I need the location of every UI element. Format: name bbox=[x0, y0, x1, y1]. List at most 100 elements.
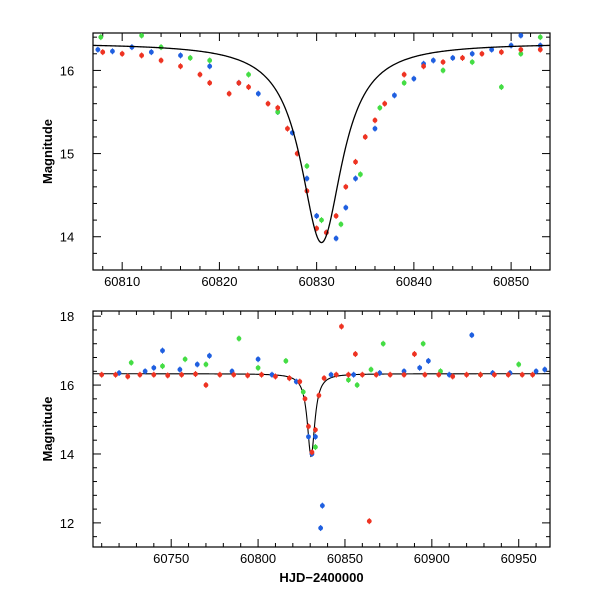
data-point-green bbox=[139, 33, 145, 38]
x-tick-label: 60850 bbox=[493, 274, 529, 289]
data-point-red bbox=[530, 372, 536, 378]
data-point-red bbox=[498, 49, 504, 55]
data-point-blue bbox=[425, 358, 431, 364]
data-area bbox=[93, 33, 550, 244]
y-tick-label: 15 bbox=[60, 147, 74, 162]
data-point-red bbox=[165, 373, 171, 378]
data-point-green bbox=[380, 341, 386, 347]
data-point-red bbox=[401, 72, 407, 77]
data-point-blue bbox=[401, 368, 407, 374]
data-point-blue bbox=[151, 365, 157, 371]
data-point-blue bbox=[314, 213, 320, 219]
data-point-green bbox=[368, 367, 374, 372]
data-point-red bbox=[309, 449, 315, 455]
data-point-blue bbox=[313, 434, 318, 440]
data-point-red bbox=[246, 84, 251, 90]
data-point-green bbox=[160, 363, 165, 369]
data-point-red bbox=[100, 49, 106, 55]
data-point-red bbox=[362, 134, 368, 140]
x-tick-label: 60900 bbox=[414, 551, 450, 566]
data-point-blue bbox=[489, 47, 495, 53]
data-point-green bbox=[300, 389, 306, 395]
data-point-red bbox=[491, 372, 497, 378]
data-point-green bbox=[469, 59, 475, 65]
data-point-red bbox=[217, 372, 223, 378]
data-point-red bbox=[203, 382, 209, 388]
data-point-red bbox=[460, 55, 465, 61]
x-tick-label: 60950 bbox=[501, 551, 537, 566]
data-point-red bbox=[366, 518, 372, 524]
data-point-blue bbox=[207, 353, 212, 359]
data-point-red bbox=[265, 101, 271, 107]
data-point-blue bbox=[148, 49, 154, 55]
data-point-blue bbox=[160, 348, 165, 354]
data-point-blue bbox=[110, 48, 115, 54]
data-point-red bbox=[339, 324, 344, 329]
y-tick-label: 12 bbox=[60, 516, 74, 531]
data-point-red bbox=[99, 372, 105, 378]
x-tick-label: 60800 bbox=[240, 551, 276, 566]
data-point-red bbox=[478, 372, 483, 378]
x-tick-label: 60840 bbox=[396, 274, 432, 289]
data-point-red bbox=[464, 372, 469, 378]
data-point-red bbox=[236, 80, 242, 86]
data-point-red bbox=[113, 372, 118, 378]
data-point-red bbox=[440, 59, 446, 65]
data-point-red bbox=[285, 126, 290, 132]
data-point-blue bbox=[372, 126, 378, 132]
data-point-blue bbox=[351, 372, 357, 378]
data-point-red bbox=[373, 372, 379, 378]
data-point-red bbox=[286, 375, 292, 381]
x-tick-label: 60820 bbox=[201, 274, 237, 289]
data-point-green bbox=[377, 105, 383, 111]
data-point-blue bbox=[469, 51, 475, 57]
x-tick-label: 60810 bbox=[104, 274, 140, 289]
data-point-red bbox=[231, 372, 237, 378]
data-point-red bbox=[297, 379, 303, 385]
data-point-blue bbox=[319, 503, 325, 509]
data-point-red bbox=[245, 373, 251, 378]
data-point-red bbox=[333, 213, 339, 219]
data-point-red bbox=[137, 372, 143, 378]
data-point-green bbox=[283, 358, 289, 364]
data-point-red bbox=[372, 117, 378, 123]
x-tick-label: 60850 bbox=[327, 551, 363, 566]
data-point-green bbox=[516, 362, 522, 367]
data-point-green bbox=[203, 362, 209, 367]
data-point-green bbox=[98, 34, 104, 40]
data-point-blue bbox=[293, 379, 299, 385]
data-point-green bbox=[304, 163, 310, 169]
data-point-blue bbox=[194, 362, 200, 367]
data-point-blue bbox=[417, 365, 423, 371]
y-axis-title: Magnitude bbox=[40, 119, 55, 184]
data-point-green bbox=[518, 51, 524, 57]
data-point-green bbox=[420, 341, 426, 347]
data-point-blue bbox=[177, 367, 183, 372]
data-point-green bbox=[537, 34, 543, 40]
data-point-red bbox=[343, 184, 349, 190]
data-point-red bbox=[119, 51, 125, 57]
data-point-red bbox=[505, 372, 511, 378]
data-point-red bbox=[273, 374, 278, 379]
data-point-green bbox=[255, 365, 261, 371]
data-point-red bbox=[226, 91, 232, 97]
data-point-blue bbox=[304, 176, 310, 181]
data-point-red bbox=[421, 63, 426, 69]
data-point-red bbox=[359, 372, 365, 378]
data-point-red bbox=[537, 47, 543, 53]
y-tick-label: 14 bbox=[60, 447, 74, 462]
top-panel-light-curve-zoom: 60810 60820 60830 60840 60850 14 15 16 Magnitude bbox=[40, 32, 551, 289]
data-point-blue bbox=[533, 368, 539, 374]
data-point-red bbox=[450, 374, 456, 379]
data-point-blue bbox=[255, 91, 261, 97]
data-point-red bbox=[346, 372, 351, 378]
data-point-red bbox=[316, 393, 322, 398]
data-point-green bbox=[346, 377, 351, 383]
data-point-red bbox=[179, 372, 185, 378]
data-point-green bbox=[313, 444, 318, 450]
data-point-blue bbox=[95, 47, 101, 53]
data-point-red bbox=[275, 105, 281, 111]
data-point-blue bbox=[255, 356, 261, 362]
data-point-blue bbox=[306, 434, 311, 440]
data-point-blue bbox=[518, 33, 524, 38]
